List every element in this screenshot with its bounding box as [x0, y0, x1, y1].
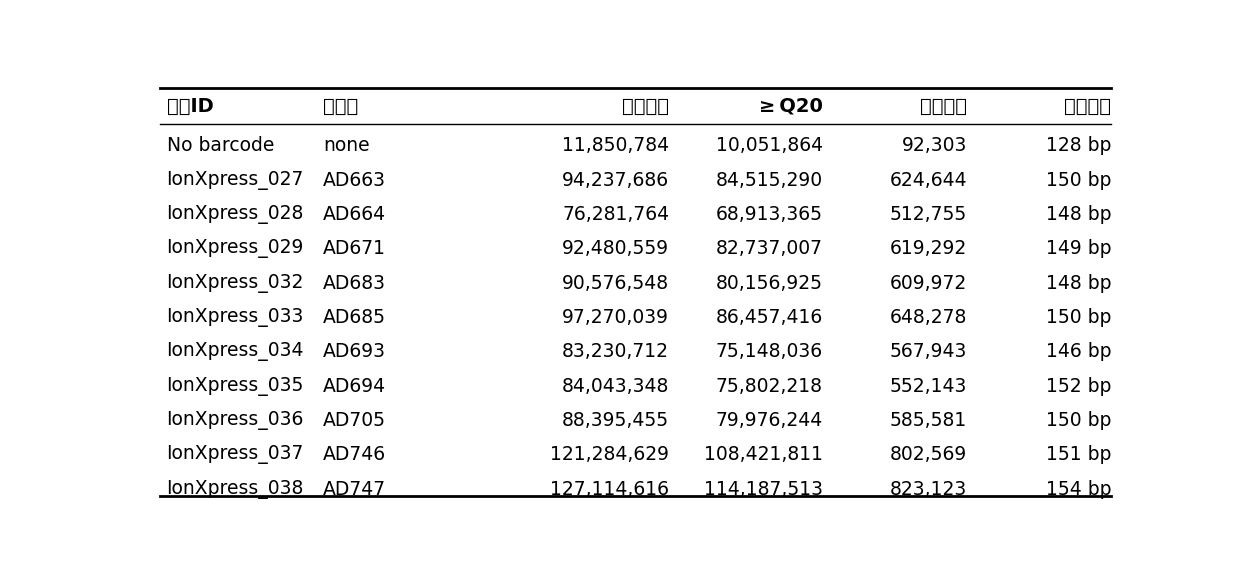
Text: 154 bp: 154 bp [1045, 480, 1111, 499]
Text: 84,043,348: 84,043,348 [562, 377, 670, 396]
Text: 75,148,036: 75,148,036 [715, 343, 823, 362]
Text: 146 bp: 146 bp [1045, 343, 1111, 362]
Text: 84,515,290: 84,515,290 [715, 170, 823, 189]
Text: 609,972: 609,972 [890, 273, 967, 293]
Text: 552,143: 552,143 [889, 377, 967, 396]
Text: 512,755: 512,755 [890, 205, 967, 224]
Text: 114,187,513: 114,187,513 [704, 480, 823, 499]
Text: AD693: AD693 [324, 343, 386, 362]
Text: 823,123: 823,123 [890, 480, 967, 499]
Text: IonXpress_032: IonXpress_032 [166, 273, 304, 293]
Text: IonXpress_029: IonXpress_029 [166, 239, 304, 259]
Text: IonXpress_038: IonXpress_038 [166, 480, 304, 499]
Text: 148 bp: 148 bp [1045, 273, 1111, 293]
Text: IonXpress_036: IonXpress_036 [166, 411, 304, 430]
Text: AD694: AD694 [324, 377, 387, 396]
Text: 11,850,784: 11,850,784 [562, 136, 670, 155]
Text: 平均读长: 平均读长 [1064, 97, 1111, 116]
Text: 10,051,864: 10,051,864 [715, 136, 823, 155]
Text: 79,976,244: 79,976,244 [715, 411, 823, 430]
Text: ≥ Q20: ≥ Q20 [759, 97, 823, 116]
Text: 82,737,007: 82,737,007 [715, 239, 823, 259]
Text: 108,421,811: 108,421,811 [704, 446, 823, 464]
Text: 150 bp: 150 bp [1045, 170, 1111, 189]
Text: 68,913,365: 68,913,365 [715, 205, 823, 224]
Text: 567,943: 567,943 [889, 343, 967, 362]
Text: none: none [324, 136, 370, 155]
Text: 80,156,925: 80,156,925 [715, 273, 823, 293]
Text: 样本名: 样本名 [324, 97, 358, 116]
Text: 121,284,629: 121,284,629 [551, 446, 670, 464]
Text: 151 bp: 151 bp [1045, 446, 1111, 464]
Text: 86,457,416: 86,457,416 [715, 308, 823, 327]
Text: 83,230,712: 83,230,712 [562, 343, 670, 362]
Text: 152 bp: 152 bp [1045, 377, 1111, 396]
Text: 97,270,039: 97,270,039 [562, 308, 670, 327]
Text: 648,278: 648,278 [889, 308, 967, 327]
Text: AD685: AD685 [324, 308, 386, 327]
Text: 128 bp: 128 bp [1045, 136, 1111, 155]
Text: 标签ID: 标签ID [166, 97, 213, 116]
Text: 127,114,616: 127,114,616 [551, 480, 670, 499]
Text: IonXpress_037: IonXpress_037 [166, 446, 304, 464]
Text: 585,581: 585,581 [890, 411, 967, 430]
Text: AD683: AD683 [324, 273, 386, 293]
Text: No barcode: No barcode [166, 136, 274, 155]
Text: 619,292: 619,292 [890, 239, 967, 259]
Text: 149 bp: 149 bp [1045, 239, 1111, 259]
Text: 94,237,686: 94,237,686 [562, 170, 670, 189]
Text: 匹配碱基: 匹配碱基 [622, 97, 670, 116]
Text: 150 bp: 150 bp [1045, 308, 1111, 327]
Text: 150 bp: 150 bp [1045, 411, 1111, 430]
Text: AD747: AD747 [324, 480, 387, 499]
Text: IonXpress_034: IonXpress_034 [166, 343, 304, 362]
Text: AD663: AD663 [324, 170, 386, 189]
Text: 92,303: 92,303 [901, 136, 967, 155]
Text: 88,395,455: 88,395,455 [562, 411, 670, 430]
Text: 92,480,559: 92,480,559 [562, 239, 670, 259]
Text: 76,281,764: 76,281,764 [562, 205, 670, 224]
Text: IonXpress_027: IonXpress_027 [166, 170, 304, 189]
Text: IonXpress_028: IonXpress_028 [166, 205, 304, 224]
Text: AD664: AD664 [324, 205, 387, 224]
Text: AD705: AD705 [324, 411, 386, 430]
Text: 624,644: 624,644 [889, 170, 967, 189]
Text: AD671: AD671 [324, 239, 386, 259]
Text: 匹配读取: 匹配读取 [920, 97, 967, 116]
Text: IonXpress_033: IonXpress_033 [166, 308, 304, 327]
Text: AD746: AD746 [324, 446, 387, 464]
Text: 148 bp: 148 bp [1045, 205, 1111, 224]
Text: 75,802,218: 75,802,218 [715, 377, 823, 396]
Text: 802,569: 802,569 [890, 446, 967, 464]
Text: 90,576,548: 90,576,548 [562, 273, 670, 293]
Text: IonXpress_035: IonXpress_035 [166, 377, 304, 396]
